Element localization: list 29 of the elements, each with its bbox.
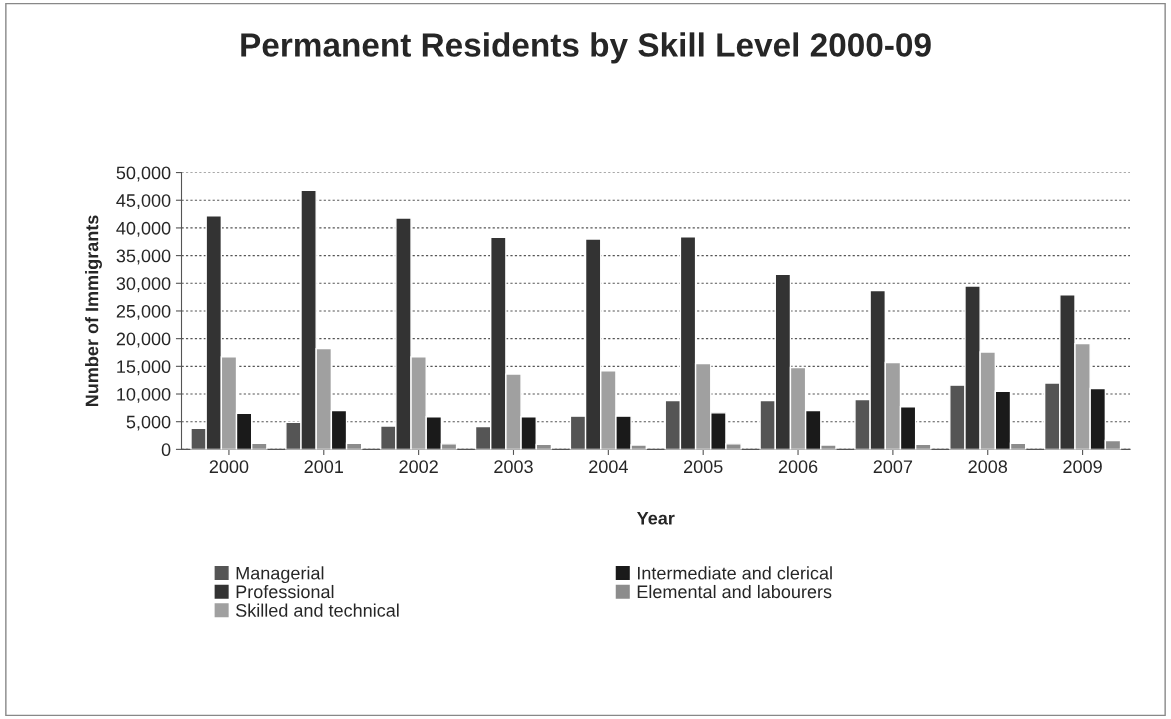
y-tick-label: 0 — [161, 443, 171, 457]
y-tick-label: 30,000 — [116, 277, 171, 293]
x-tick-label: 2009 — [1063, 460, 1102, 474]
chart-title: Permanent Residents by Skill Level 2000-09 — [241, 32, 931, 64]
y-tick-label: 20,000 — [116, 332, 171, 348]
y-axis-title: Number of Immigrants — [85, 215, 102, 407]
y-tick-label: 45,000 — [116, 194, 171, 210]
x-axis-title: Year — [636, 512, 675, 525]
y-tick-label: 15,000 — [117, 360, 171, 376]
x-tick-label: 2003 — [494, 460, 533, 474]
x-tick-label: 2002 — [399, 460, 438, 474]
y-tick-label: 10,000 — [117, 387, 171, 403]
y-tick-label: 25,000 — [116, 304, 171, 320]
y-tick-label: 5,000 — [126, 415, 171, 431]
x-tick-label: 2006 — [778, 460, 818, 474]
legend-label: Skilled and technical — [236, 603, 399, 617]
y-tick-label: 40,000 — [116, 221, 171, 237]
legend-label: Elemental and labourers — [637, 584, 832, 599]
x-tick-label: 2005 — [684, 460, 723, 474]
y-tick-label: 50,000 — [116, 166, 171, 182]
legend-label: Managerial — [236, 566, 324, 584]
x-tick-label: 2008 — [968, 460, 1008, 474]
x-tick-label: 2001 — [304, 460, 343, 474]
y-tick-label: 35,000 — [116, 249, 171, 265]
x-tick-label: 2000 — [209, 460, 249, 474]
legend-label: Intermediate and clerical — [637, 566, 832, 580]
x-tick-label: 2004 — [589, 460, 628, 474]
legend-label: Professional — [236, 584, 334, 599]
x-tick-label: 2007 — [873, 460, 913, 474]
